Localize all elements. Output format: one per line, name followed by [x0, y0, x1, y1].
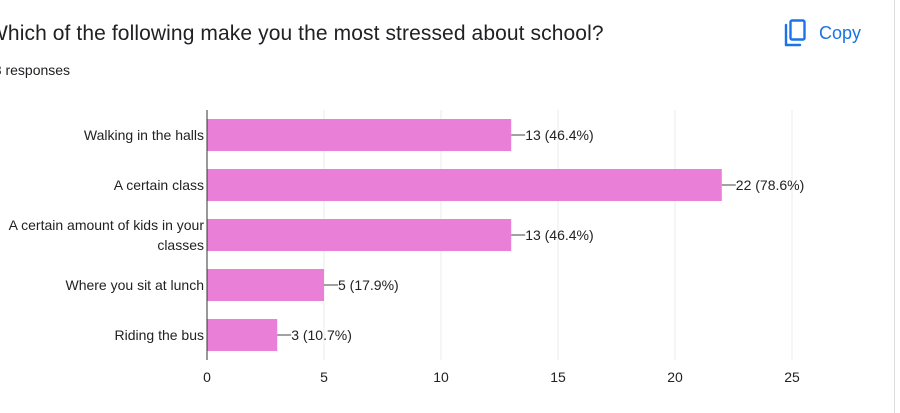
category-label: Walking in the halls [84, 127, 204, 143]
bar [207, 269, 324, 301]
category-label: Where you sit at lunch [65, 277, 204, 293]
x-tick-label: 5 [320, 369, 328, 385]
data-label: 3 (10.7%) [291, 327, 352, 343]
x-tick-label: 20 [667, 369, 683, 385]
data-label: 22 (78.6%) [736, 177, 804, 193]
x-tick-label: 0 [203, 369, 211, 385]
x-tick-label: 10 [433, 369, 449, 385]
question-title: Which of the following make you the most… [0, 22, 604, 45]
copy-label: Copy [819, 22, 862, 43]
category-label: A certain amount of kids in your classes [9, 217, 205, 253]
data-label: 13 (46.4%) [525, 227, 593, 243]
x-tick-label: 15 [550, 369, 566, 385]
x-tick-label: 25 [784, 369, 800, 385]
category-label: Riding the bus [114, 327, 204, 343]
bar [207, 119, 512, 151]
copy-button[interactable]: Copy [781, 18, 861, 48]
response-count: 28 responses [0, 62, 71, 78]
category-label: A certain class [114, 177, 204, 193]
bar [207, 219, 512, 251]
data-label: 5 (17.9%) [338, 277, 399, 293]
bar [207, 319, 278, 351]
bar [207, 169, 722, 201]
data-label: 13 (46.4%) [525, 127, 593, 143]
copy-icon [781, 18, 807, 48]
